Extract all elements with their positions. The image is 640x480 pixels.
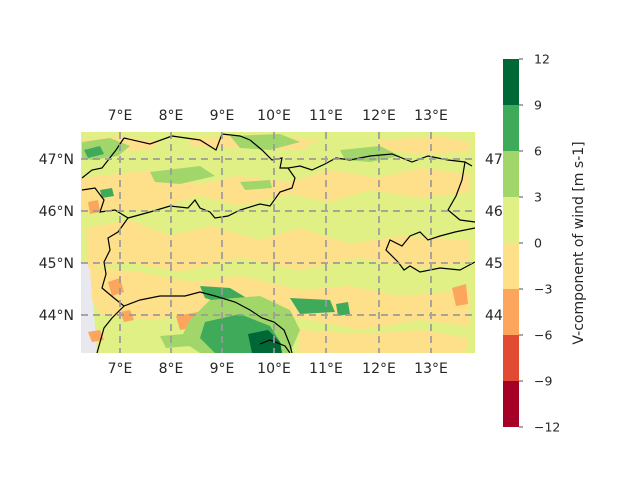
colorbar-tick-label: −3	[534, 282, 552, 297]
colorbar-segment	[503, 289, 519, 335]
colorbar-segment	[503, 105, 519, 151]
colorbar-tick-label: −6	[534, 328, 552, 343]
colorbar-segment	[503, 151, 519, 197]
colorbar-tick-label: 3	[534, 190, 542, 205]
lon-label: 7°E	[108, 108, 133, 124]
lon-label: 7°E	[108, 361, 133, 377]
colorbar-segments	[503, 59, 519, 427]
colorbar-tick-label: −12	[534, 420, 560, 435]
colorbar-tick-label: 9	[534, 98, 542, 113]
colorbar-segment	[503, 59, 519, 105]
lon-label: 11°E	[309, 361, 343, 377]
lon-label: 12°E	[362, 361, 396, 377]
colorbar-segment	[503, 243, 519, 289]
lon-labels-bottom: 7°E 8°E 9°E 10°E 11°E 12°E 13°E	[108, 361, 448, 377]
lon-label: 8°E	[159, 361, 184, 377]
colorbar-ticks: 12 9 6 3 0 −3 −6 −9 −12	[519, 52, 560, 435]
lat-label: 47°N	[39, 152, 74, 168]
lon-label: 9°E	[210, 361, 235, 377]
colorbar-segment	[503, 381, 519, 427]
positive-wind-patches	[82, 134, 400, 353]
lon-label: 12°E	[362, 108, 396, 124]
colorbar-tick-label: 0	[534, 236, 542, 251]
map-panel	[81, 132, 475, 353]
lat-label: 46°N	[39, 204, 74, 220]
lon-labels-top: 7°E 8°E 9°E 10°E 11°E 12°E 13°E	[108, 108, 448, 124]
lon-label: 8°E	[159, 108, 184, 124]
lon-label: 10°E	[257, 361, 291, 377]
lon-label: 11°E	[309, 108, 343, 124]
colorbar-tick-label: 6	[534, 144, 542, 159]
lat-labels-left: 47°N 46°N 45°N 44°N	[39, 152, 74, 324]
colorbar-tick-label: 12	[534, 52, 550, 67]
lat-label: 44°N	[39, 308, 74, 324]
colorbar: 12 9 6 3 0 −3 −6 −9 −12 V-component of wind [m s…	[503, 52, 587, 435]
lat-label: 45°N	[39, 256, 74, 272]
lon-label: 10°E	[257, 108, 291, 124]
colorbar-tick-label: −9	[534, 374, 552, 389]
lon-label: 13°E	[414, 361, 448, 377]
colorbar-segment	[503, 197, 519, 243]
colorbar-label: V-component of wind [m s-1]	[571, 141, 587, 344]
lon-label: 13°E	[414, 108, 448, 124]
colorbar-segment	[503, 335, 519, 381]
lat-lon-gridlines	[81, 132, 475, 353]
lon-label: 9°E	[210, 108, 235, 124]
